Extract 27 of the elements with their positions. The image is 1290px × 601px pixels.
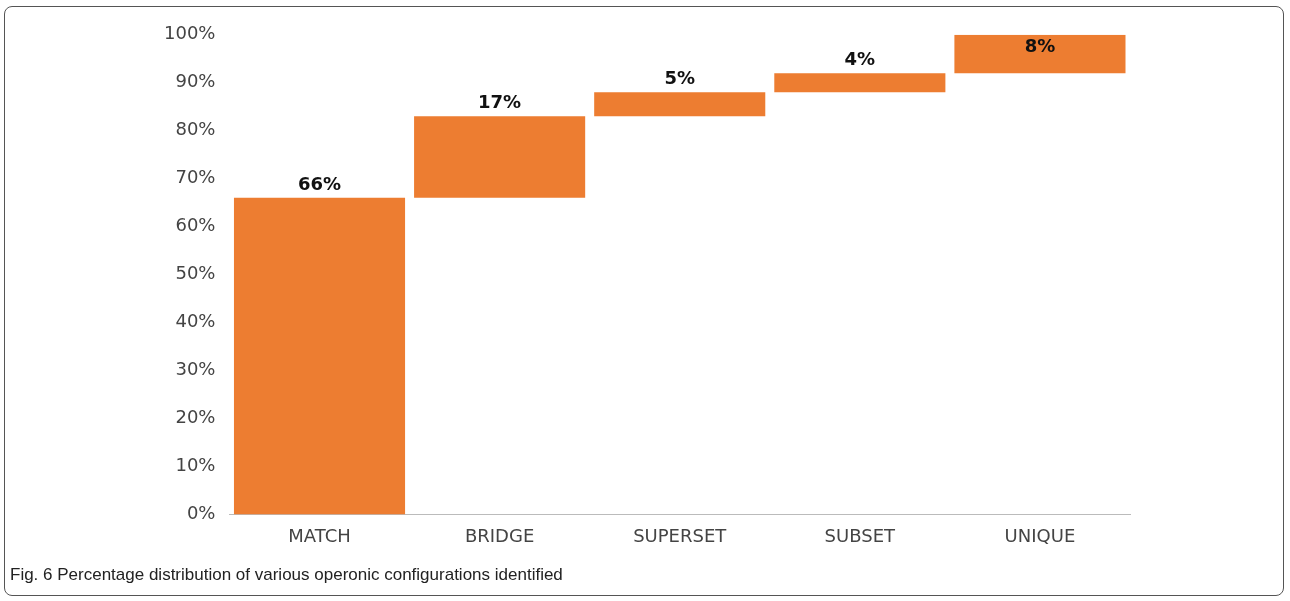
x-tick-label: UNIQUE [1004, 524, 1076, 546]
y-tick-label: 60% [175, 214, 216, 236]
y-tick-label: 50% [175, 262, 216, 284]
y-tick-label: 10% [175, 454, 216, 476]
data-label: 17% [478, 91, 522, 112]
bar [233, 197, 406, 515]
data-label: 4% [844, 47, 876, 69]
y-tick-label: 30% [175, 358, 216, 380]
data-label: 8% [1024, 35, 1056, 57]
x-tick-label: SUBSET [824, 524, 897, 546]
y-tick-label: 80% [175, 118, 216, 140]
bar [414, 116, 586, 198]
data-label: 5% [664, 67, 696, 89]
bar [774, 73, 946, 93]
y-tick-label: 20% [175, 406, 216, 428]
bar [594, 92, 766, 117]
y-tick-label: 90% [175, 70, 216, 92]
bar [954, 34, 1126, 74]
caption: Fig. 6 Percentage distribution of various operonic configurations identified [10, 565, 563, 585]
y-tick-label: 40% [175, 310, 216, 332]
x-tick-label: BRIDGE [464, 524, 535, 546]
x-tick-label: MATCH [288, 524, 351, 546]
y-tick-label: 100% [163, 22, 216, 44]
x-tick-label: SUPERSET [633, 524, 728, 546]
y-tick-label: 0% [186, 502, 216, 524]
data-label: 66% [297, 172, 342, 194]
y-tick-label: 70% [175, 166, 216, 188]
